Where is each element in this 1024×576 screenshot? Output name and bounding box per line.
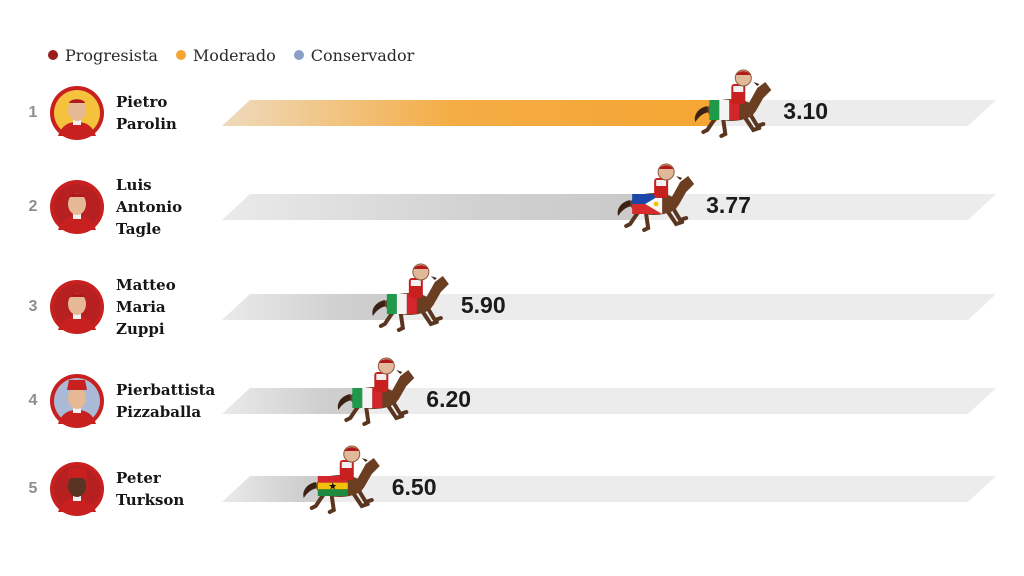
legend-dot [293,50,304,60]
candidate-name-line: Pietro [116,93,168,111]
legend-item-progresista: Progresista [48,46,158,65]
italy-flag-icon [709,100,740,120]
legend-dot [48,50,58,60]
rank-number: 1 [28,104,38,121]
candidate-row: 3 Matteo Maria Zuppi 5.90 [0,262,1024,352]
avatar [50,374,104,428]
value-label: 3.77 [706,192,751,218]
avatar [50,180,104,234]
value-label: 6.20 [426,386,472,412]
candidate-name-line: Maria [116,298,166,316]
bar [222,294,417,320]
value-label: 5.90 [460,292,506,318]
avatar [50,86,104,140]
value-label: 6.50 [391,474,437,500]
candidate-row: 1 Pietro Parolin 3.10 [0,68,1024,158]
candidate-name-line: Matteo [116,276,176,294]
candidate-name: Luis Antonio Tagle [116,174,236,240]
candidate-name-line: Turkson [116,491,185,509]
track-svg [222,163,996,232]
ghana-flag-icon: ★ [317,476,348,496]
rank-number: 4 [28,392,38,409]
bar [222,388,383,414]
rank-number: 2 [28,198,38,215]
bar [222,100,740,126]
track [222,388,996,414]
legend-item-moderado: Moderado [175,45,276,65]
horse-rider-icon: ★ [303,445,380,514]
candidate-name: Matteo Maria Zuppi [116,274,236,340]
legend-label: Progresista [65,45,158,65]
track-svg [222,357,996,426]
philippines-flag-icon [632,194,663,214]
italy-flag-icon [386,294,417,314]
horse-rider-icon [617,163,695,232]
candidate-name: Peter Turkson [116,467,236,511]
legend-label: Moderado [192,45,276,65]
legend: Progresista Moderado Conservador [48,44,432,66]
horse-rider-icon [694,69,772,138]
track-svg [222,263,996,332]
horse-rider-icon [337,357,415,426]
candidate-row: 2 Luis Antonio Tagle 3.77 [0,162,1024,252]
bar [222,476,348,502]
track-svg: ★ [222,445,996,514]
candidate-name: Pietro Parolin [116,91,236,135]
legend-dot [175,50,186,60]
candidate-name-line: Antonio [116,198,183,216]
candidate-name-line: Luis [116,176,152,194]
candidate-name-line: Parolin [116,115,177,133]
horse-rider-icon [372,263,449,332]
rank-number: 5 [28,480,38,497]
bar [222,194,663,220]
avatar [50,462,104,516]
svg-text:★: ★ [328,482,337,493]
candidate-name-line: Pierbattista [116,381,216,399]
candidate-name: Pierbattista Pizzaballa [116,379,236,423]
avatar [50,280,104,334]
rank-number: 3 [28,298,38,315]
candidate-name-line: Zuppi [116,320,165,338]
candidate-name-line: Peter [116,469,161,487]
legend-item-conservador: Conservador [293,45,415,65]
track-svg [222,69,996,138]
candidate-name-line: Tagle [116,220,162,238]
candidate-row: 5 Peter Turkson ★ 6.50 [0,444,1024,534]
candidate-name-line: Pizzaballa [116,403,202,421]
value-label: 3.10 [783,98,829,124]
candidate-row: 4 Pierbattista Pizzaballa 6.20 [0,356,1024,446]
italy-flag-icon [352,388,383,408]
legend-label: Conservador [310,45,415,65]
track [222,476,996,502]
